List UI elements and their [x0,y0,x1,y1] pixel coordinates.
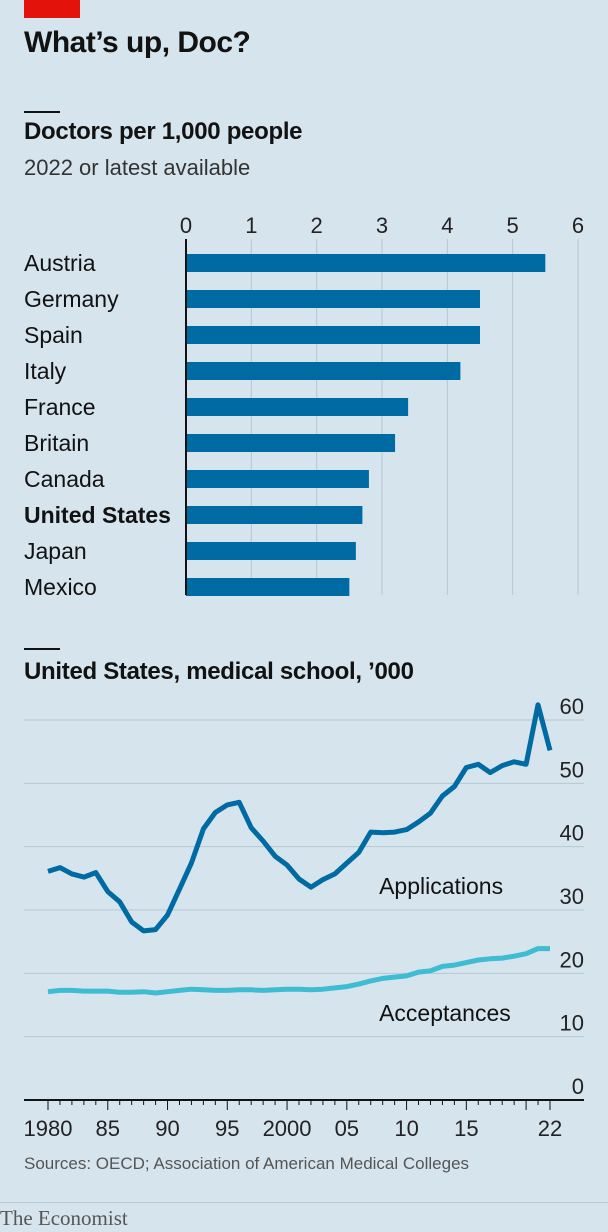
line-x-tick-label: 1980 [24,1116,73,1141]
line-x-tick-label: 15 [454,1116,478,1141]
bar-x-tick-label: 1 [245,213,257,238]
bar [186,326,480,344]
line-y-tick-label: 30 [560,884,584,909]
bar-x-tick-label: 0 [180,213,192,238]
line-x-tick-label: 95 [215,1116,239,1141]
bar-category-label: Britain [24,430,89,456]
line-y-tick-label: 0 [572,1074,584,1099]
source-note: Sources: OECD; Association of American M… [24,1154,470,1173]
applications-annotation: Applications [379,873,503,899]
bar-category-label: Austria [24,250,96,276]
bar-category-label: Canada [24,466,105,492]
bar [186,254,546,272]
line-series-applications [47,702,553,934]
bar [186,362,461,380]
line-x-tick-label: 10 [394,1116,418,1141]
chart1-title: Doctors per 1,000 people [24,118,303,145]
footer-rule [0,1202,608,1203]
bar-x-tick-label: 4 [441,213,453,238]
line-x-tick-label: 2000 [263,1116,312,1141]
line-chart: 0 10 20 30 40 50 60 1980 85 90 95 2000 05 10 15 22 Appli… [24,694,584,1141]
bar-category-label: Japan [24,538,87,564]
bar [186,434,396,452]
line-x-tick-label: 05 [335,1116,359,1141]
bar-category-label: France [24,394,96,420]
chart2-title: United States, medical school, ’000 [24,658,414,685]
bar-category-label: United States [24,502,171,528]
bar-category-label: Germany [24,286,119,312]
brand-red-tag [24,0,80,18]
chart1-rule [24,111,60,113]
brand-logo: The Economist [0,1206,128,1230]
line-x-tick-label: 90 [155,1116,179,1141]
bar [186,398,409,416]
line-y-tick-label: 40 [560,821,584,846]
page-title: What’s up, Doc? [24,26,251,59]
bar [186,470,369,488]
chart2-rule [24,648,60,650]
bar-x-tick-label: 3 [376,213,388,238]
line-x-tick-label: 85 [96,1116,120,1141]
bar-category-label: Spain [24,322,83,348]
line-y-tick-label: 20 [560,947,584,972]
bar-category-label: Mexico [24,574,97,600]
bar [186,506,363,524]
line-x-tick-label: 22 [538,1116,562,1141]
bar-category-label: Italy [24,358,67,384]
bar [186,578,350,596]
bar [186,542,356,560]
chart1-subtitle: 2022 or latest available [24,155,251,180]
bar-x-tick-label: 2 [311,213,323,238]
bar-x-tick-label: 6 [572,213,584,238]
acceptances-annotation: Acceptances [379,1000,511,1026]
line-y-tick-label: 10 [560,1011,584,1036]
line-series-acceptances [47,946,550,996]
bar-x-tick-label: 5 [507,213,519,238]
line-y-tick-label: 50 [560,757,584,782]
bar-chart: 0 1 2 3 4 5 6 Austria Germany Spain Italy France Bri… [24,213,584,600]
line-y-tick-label: 60 [560,694,584,719]
bar [186,290,480,308]
